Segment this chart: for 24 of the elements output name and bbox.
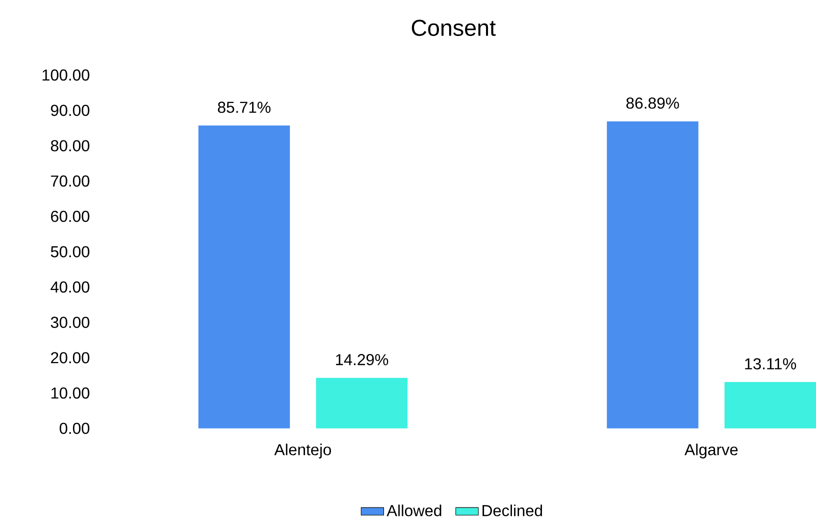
y-tick-label: 10.00 bbox=[51, 387, 90, 399]
y-tick-label: 100.00 bbox=[42, 69, 90, 81]
legend-label: Allowed bbox=[386, 504, 442, 516]
bar bbox=[724, 382, 816, 428]
y-tick-label: 20.00 bbox=[51, 352, 90, 364]
x-tick-label: Alentejo bbox=[274, 444, 331, 458]
y-tick-label: 60.00 bbox=[51, 210, 90, 222]
y-tick-label: 0.00 bbox=[60, 422, 90, 434]
data-label: 86.89% bbox=[626, 98, 679, 109]
y-tick-label: 70.00 bbox=[51, 175, 90, 187]
chart-title: Consent bbox=[412, 20, 496, 36]
bar bbox=[606, 121, 698, 428]
data-label: 85.71% bbox=[218, 102, 270, 113]
y-tick-label: 90.00 bbox=[50, 104, 90, 116]
legend-label: Declined bbox=[482, 504, 542, 516]
bar bbox=[198, 126, 290, 428]
data-label: 13.11% bbox=[745, 358, 796, 370]
y-tick-label: 80.00 bbox=[50, 140, 90, 152]
bar bbox=[316, 378, 408, 428]
data-label: 14.29% bbox=[336, 354, 388, 366]
y-tick-label: 30.00 bbox=[50, 316, 90, 328]
y-tick-label: 50.00 bbox=[50, 246, 90, 258]
x-tick-label: Algarve bbox=[684, 444, 738, 458]
y-tick-label: 40.00 bbox=[50, 281, 90, 293]
